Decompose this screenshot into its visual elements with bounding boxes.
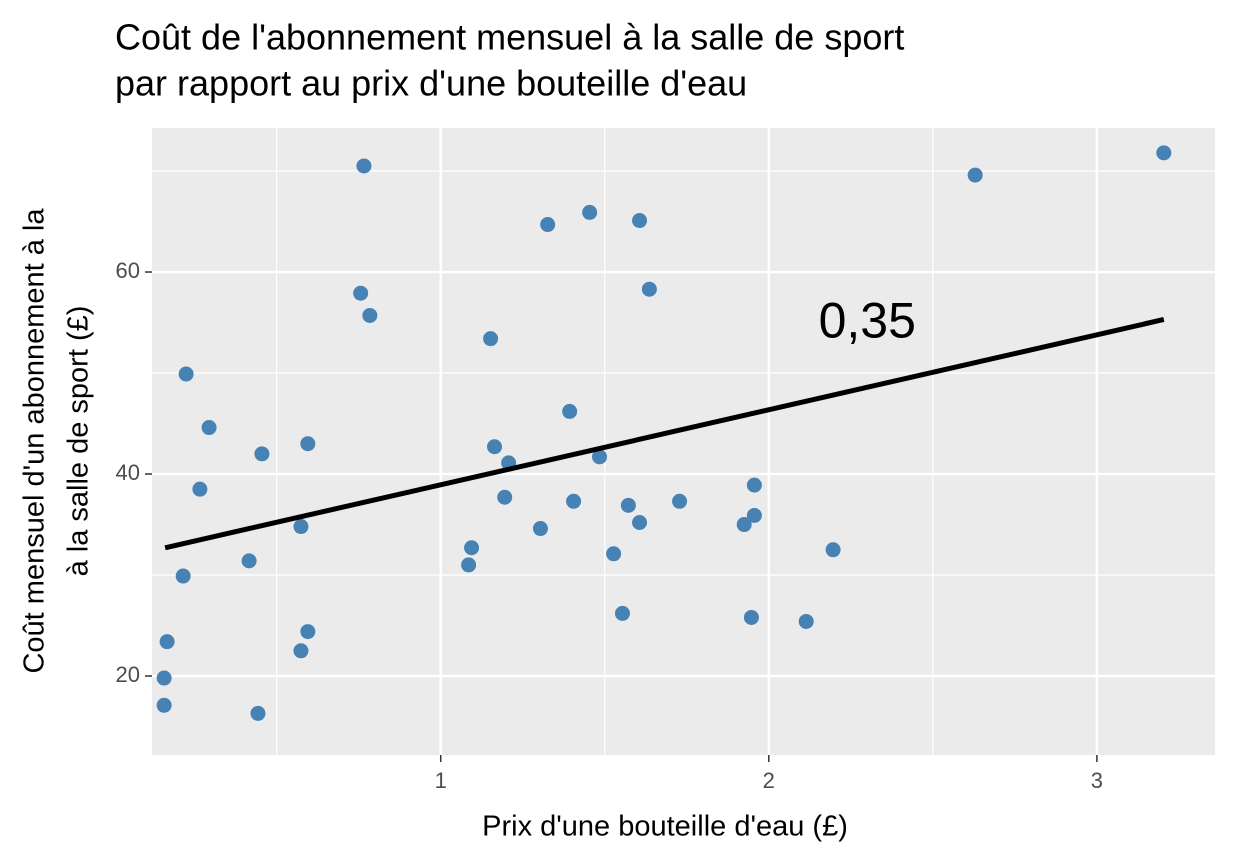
point: [743, 609, 759, 625]
point: [293, 519, 309, 535]
point: [746, 507, 762, 523]
point: [540, 217, 556, 233]
point: [582, 204, 598, 220]
point: [254, 446, 270, 462]
point: [156, 697, 172, 713]
point: [175, 568, 191, 584]
chart-title: par rapport au prix d'une bouteille d'ea…: [115, 63, 747, 104]
point: [532, 521, 548, 537]
y-tick-label: 40: [116, 460, 140, 485]
y-axis-label: Coût mensuel d'un abonnement à la: [19, 208, 51, 674]
y-tick-label: 60: [116, 258, 140, 283]
point: [201, 420, 217, 436]
annotation: 0,35: [819, 293, 916, 349]
point: [156, 670, 172, 686]
point: [192, 481, 208, 497]
point: [250, 705, 266, 721]
point: [353, 285, 369, 301]
point: [300, 624, 316, 640]
point: [967, 167, 983, 183]
panel: [152, 128, 1215, 755]
x-tick-label: 1: [435, 768, 447, 793]
point: [614, 605, 630, 621]
point: [497, 489, 513, 505]
point: [300, 436, 316, 452]
x-tick-label: 2: [763, 768, 775, 793]
point: [178, 366, 194, 382]
point: [641, 281, 657, 297]
point: [362, 307, 378, 323]
point: [736, 517, 752, 533]
point: [356, 158, 372, 174]
point: [241, 553, 257, 569]
point: [632, 213, 648, 229]
y-axis-label: à la salle de sport (£): [63, 306, 95, 577]
trend-line: [164, 317, 1165, 551]
point: [566, 493, 582, 509]
point: [464, 540, 480, 556]
point: [592, 449, 608, 465]
x-axis-label: Prix d'une bouteille d'eau (£): [482, 811, 848, 843]
point: [159, 634, 175, 650]
point: [461, 557, 477, 573]
point: [620, 497, 636, 513]
point: [293, 643, 309, 659]
point: [825, 542, 841, 558]
chart-title: Coût de l'abonnement mensuel à la salle …: [115, 17, 904, 58]
point: [672, 493, 688, 509]
point: [562, 403, 578, 419]
point: [1156, 145, 1172, 161]
point: [632, 515, 648, 531]
x-tick-label: 3: [1091, 768, 1103, 793]
y-tick-label: 20: [116, 662, 140, 687]
point: [483, 331, 499, 347]
point: [606, 546, 622, 562]
point: [746, 477, 762, 493]
point: [487, 439, 503, 455]
point: [798, 613, 814, 629]
